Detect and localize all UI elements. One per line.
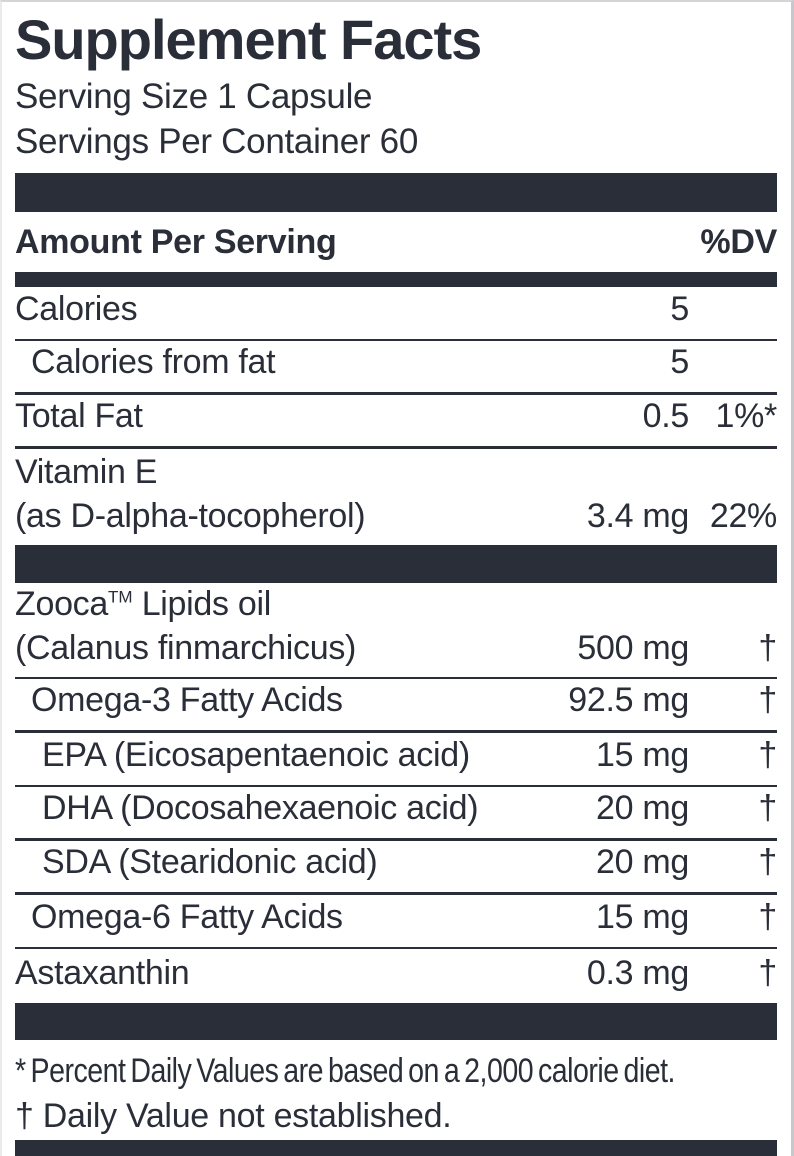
table-row-astaxanthin: Astaxanthin 0.3 mg †	[15, 949, 777, 1003]
footnotes: * Percent Daily Values are based on a 2,…	[15, 1049, 777, 1139]
table-row-sda: SDA (Stearidonic acid) 20 mg †	[15, 841, 777, 895]
bottom-bar	[15, 1140, 777, 1156]
row-amount: 0.3 mg	[586, 954, 689, 992]
brand-name: Zooca	[15, 585, 108, 623]
row-dv: †	[758, 954, 777, 992]
row-amount: 92.5 mg	[568, 681, 689, 719]
row-name-line1: ZoocaTM Lipids oil	[15, 582, 539, 626]
row-name: Omega-3 Fatty Acids	[31, 681, 343, 719]
row-amount: 20 mg	[596, 789, 689, 827]
row-dv: 22%	[709, 497, 777, 535]
section-divider-bar	[15, 173, 777, 212]
row-name: Calories	[15, 290, 138, 328]
row-name: DHA (Docosahexaenoic acid)	[42, 789, 479, 827]
row-dv: †	[758, 629, 777, 667]
table-row-vitamin-e: Vitamin E (as D-alpha-tocopherol) 3.4 mg…	[15, 449, 777, 545]
footnote-text: * Percent Daily Values are based on a 2,…	[15, 1052, 675, 1090]
table-row-zooca-lipids-oil: ZoocaTM Lipids oil (Calanus finmarchicus…	[15, 583, 777, 679]
row-amount: 500 mg	[577, 629, 689, 667]
row-dv: 1%*	[715, 397, 778, 435]
serving-size: Serving Size 1 Capsule	[15, 77, 373, 116]
percent-dv-header: %DV	[700, 222, 777, 261]
row-amount: 0.5	[642, 397, 690, 435]
row-amount: 15 mg	[596, 736, 689, 774]
row-amount: 20 mg	[596, 843, 689, 881]
table-row-calories: Calories 5	[15, 287, 777, 341]
row-name-line2: (Calanus finmarchicus)	[15, 629, 357, 667]
row-name-line2: (as D-alpha-tocopherol)	[15, 497, 366, 535]
table-row-omega-3: Omega-3 Fatty Acids 92.5 mg †	[15, 679, 777, 733]
panel-title: Supplement Facts	[15, 8, 482, 71]
trademark-symbol: TM	[108, 587, 133, 607]
table-row-epa: EPA (Eicosapentaenoic acid) 15 mg †	[15, 733, 777, 787]
row-dv: †	[758, 789, 777, 827]
brand-name-rest: Lipids oil	[132, 585, 272, 623]
section-divider-bar	[15, 1003, 777, 1040]
row-dv: †	[758, 681, 777, 719]
row-amount: 3.4 mg	[586, 497, 689, 535]
row-name: Vitamin E (as D-alpha-tocopherol)	[15, 450, 539, 538]
row-name: SDA (Stearidonic acid)	[42, 843, 378, 881]
row-name: Omega-6 Fatty Acids	[31, 898, 343, 936]
row-name: Astaxanthin	[15, 954, 190, 992]
row-amount: 5	[670, 290, 689, 328]
table-row-calories-from-fat: Calories from fat 5	[15, 341, 777, 395]
header-divider-bar	[15, 272, 777, 287]
row-dv: †	[758, 736, 777, 774]
table-row-dha: DHA (Docosahexaenoic acid) 20 mg †	[15, 787, 777, 841]
row-name: ZoocaTM Lipids oil (Calanus finmarchicus…	[15, 582, 539, 670]
row-amount: 15 mg	[596, 898, 689, 936]
row-dv: †	[758, 898, 777, 936]
table-row-total-fat: Total Fat 0.5 1%*	[15, 395, 777, 449]
column-header-row: Amount Per Serving %DV	[15, 212, 777, 272]
row-name: Total Fat	[15, 397, 143, 435]
row-name: EPA (Eicosapentaenoic acid)	[42, 736, 470, 774]
servings-per-container: Servings Per Container 60	[15, 122, 418, 161]
table-row-omega-6: Omega-6 Fatty Acids 15 mg †	[15, 895, 777, 949]
row-name: Calories from fat	[31, 343, 276, 381]
footnote-percent-dv: * Percent Daily Values are based on a 2,…	[15, 1049, 777, 1094]
footnote-daily-value: † Daily Value not established.	[15, 1097, 452, 1135]
row-dv: †	[758, 843, 777, 881]
section-divider-bar	[15, 545, 777, 583]
row-name-line1: Vitamin E	[15, 453, 158, 491]
amount-per-serving-header: Amount Per Serving	[15, 222, 337, 261]
row-amount: 5	[670, 343, 689, 381]
